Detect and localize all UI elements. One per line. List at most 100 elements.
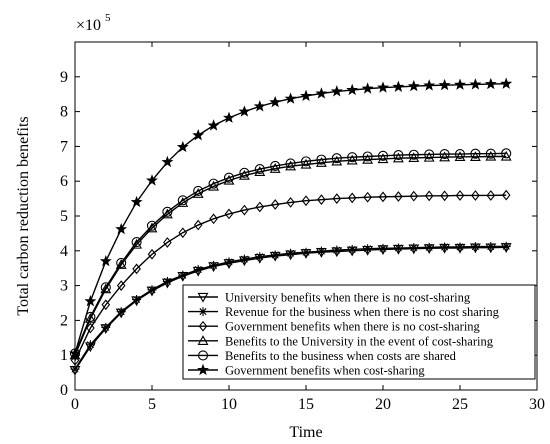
data-point: [301, 247, 311, 257]
data-point: [147, 285, 157, 295]
data-point: [115, 222, 128, 235]
data-point: [316, 246, 326, 256]
data-point: [424, 149, 435, 160]
data-point: [178, 227, 188, 239]
data-point: [486, 242, 496, 252]
data-point: [85, 340, 95, 350]
y-axis-label: Total carbon reduction benefits: [15, 116, 32, 315]
data-point: [255, 252, 265, 262]
data-point: [440, 190, 449, 202]
data-point: [270, 160, 281, 171]
y-tick-label: 7: [60, 138, 68, 155]
data-point: [409, 243, 419, 253]
data-point: [146, 174, 158, 186]
data-point: [393, 243, 403, 253]
data-point: [224, 257, 234, 267]
data-point: [198, 307, 208, 317]
data-point: [193, 265, 203, 275]
y-tick-label: 4: [60, 243, 68, 260]
y-tick-label: 5: [60, 208, 68, 225]
data-point: [363, 244, 373, 254]
data-point: [501, 148, 512, 159]
y-tick-label: 0: [60, 382, 68, 399]
data-point: [500, 77, 513, 89]
y-tick-label: 2: [60, 312, 68, 329]
data-point: [239, 167, 250, 178]
y-tick-label: 3: [60, 278, 68, 295]
y-tick-label: 8: [60, 104, 68, 121]
data-point: [501, 241, 511, 251]
legend-box: [182, 284, 536, 380]
data-point: [240, 204, 249, 216]
series: [69, 150, 512, 360]
data-point: [86, 322, 95, 334]
data-point: [392, 80, 405, 92]
data-point: [424, 242, 434, 252]
data-point: [300, 156, 312, 167]
series: [69, 148, 512, 359]
data-point: [378, 243, 388, 253]
data-point: [392, 152, 404, 163]
x-tick-label: 0: [71, 396, 79, 413]
data-point: [332, 193, 342, 204]
data-point: [470, 148, 481, 159]
data-point: [454, 149, 466, 160]
data-point: [455, 190, 465, 201]
y-tick-label: 6: [60, 173, 68, 190]
legend-label: Government benefits when cost-sharing: [225, 364, 425, 378]
x-axis-label: Time: [289, 424, 322, 441]
data-point: [238, 105, 251, 117]
data-point: [269, 95, 282, 108]
data-point: [255, 201, 265, 213]
data-point: [84, 313, 96, 323]
data-point: [178, 270, 188, 280]
data-point: [254, 166, 266, 176]
data-point: [163, 237, 172, 248]
data-point: [270, 250, 280, 260]
series: [69, 77, 513, 359]
data-point: [270, 199, 280, 210]
y-tick-label: 1: [60, 347, 68, 364]
data-point: [192, 188, 204, 198]
data-point: [438, 78, 451, 91]
data-point: [315, 157, 327, 167]
data-point: [197, 350, 209, 361]
axis-ticks: 0 5 10 15 20 25 30 0 1 2 3 4 5 6 7 8 9: [60, 42, 545, 413]
data-point: [99, 254, 112, 267]
data-point: [331, 155, 343, 166]
data-point: [316, 154, 327, 165]
data-point: [394, 191, 403, 202]
legend-label: Benefits to the University in the event …: [225, 334, 494, 348]
data-point: [197, 363, 209, 376]
series-line: [74, 152, 507, 354]
data-point: [330, 85, 343, 97]
data-point: [269, 163, 281, 173]
data-point: [132, 295, 142, 305]
data-point: [317, 194, 326, 206]
legend-item: Benefits to the University in the event …: [188, 334, 494, 348]
data-point: [285, 158, 296, 169]
data-point: [209, 260, 219, 270]
legend-item: Benefits to the business when costs are …: [188, 349, 457, 363]
y-multiplier-exponent: 5: [105, 12, 111, 24]
data-point: [378, 191, 388, 203]
data-point: [439, 151, 451, 162]
data-point: [315, 87, 328, 99]
data-point: [377, 81, 389, 93]
data-point: [485, 148, 496, 159]
data-point: [347, 192, 357, 204]
data-point: [469, 151, 481, 161]
data-point: [286, 197, 295, 208]
data-point: [84, 294, 97, 307]
x-tick-label: 15: [298, 396, 314, 413]
legend: University benefits when there is no cos…: [182, 284, 536, 380]
x-tick-label: 20: [375, 396, 391, 413]
data-point: [423, 151, 435, 162]
data-point: [239, 254, 249, 264]
data-point: [409, 190, 419, 202]
data-point: [300, 158, 312, 169]
x-tick-label: 5: [148, 396, 156, 413]
data-point: [470, 242, 480, 252]
data-point: [197, 292, 209, 303]
